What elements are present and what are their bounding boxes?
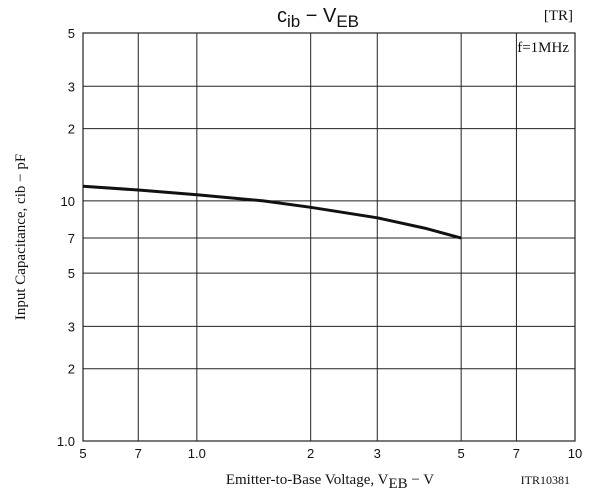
- x-tick-label: 5: [458, 446, 465, 461]
- x-axis-label: Emitter-to-Base Voltage, VEB − V: [226, 472, 434, 492]
- x-tick-label: 5: [79, 446, 86, 461]
- y-tick-label: 1.0: [57, 434, 75, 449]
- y-tick-label: 3: [68, 79, 75, 94]
- y-tick-label: 3: [68, 319, 75, 334]
- x-tick-label: 2: [307, 446, 314, 461]
- annotation: ITR10381: [521, 473, 570, 487]
- data-line: [82, 184, 462, 240]
- chart-title: cib − VEB: [277, 5, 359, 31]
- y-axis-label: Input Capacitance, cib − pF: [13, 154, 29, 320]
- x-label-part: Emitter-to-Base Voltage, V: [226, 472, 389, 488]
- y-tick-label: 7: [68, 231, 75, 246]
- annotation: f=1MHz: [517, 40, 569, 56]
- x-label-part: − V: [408, 472, 435, 488]
- y-tick-label: 5: [68, 266, 75, 281]
- x-tick-label: 3: [374, 446, 381, 461]
- plot-frame: [82, 32, 576, 442]
- title-part: − V: [300, 5, 337, 27]
- title-part: c: [277, 5, 287, 27]
- y-tick-label: 2: [68, 362, 75, 377]
- title-sub: EB: [336, 12, 359, 31]
- annotation: [TR]: [544, 8, 573, 24]
- y-tick-label: 5: [68, 26, 75, 41]
- x-tick-label: 7: [513, 446, 520, 461]
- title-sub: ib: [287, 12, 300, 31]
- x-tick-label: 7: [135, 446, 142, 461]
- y-tick-label: 2: [68, 122, 75, 137]
- y-tick-label: 10: [61, 194, 75, 209]
- x-tick-label: 1.0: [188, 446, 206, 461]
- x-label-sub: EB: [388, 476, 407, 492]
- x-tick-label: 10: [568, 446, 582, 461]
